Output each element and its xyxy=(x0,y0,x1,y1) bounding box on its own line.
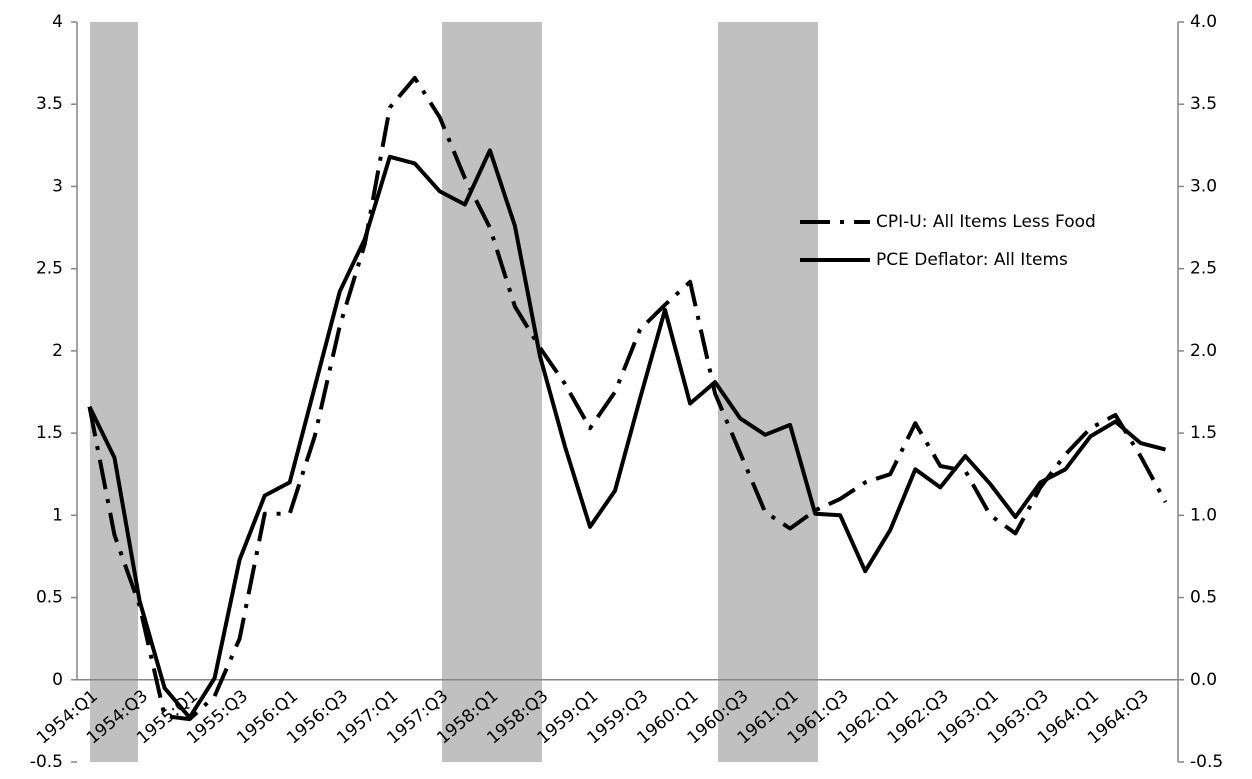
recession-band xyxy=(718,22,818,762)
y2-tick-label: -0.5 xyxy=(1190,752,1223,772)
y2-tick-label: 0.0 xyxy=(1190,670,1217,690)
recession-shading xyxy=(90,22,818,762)
y-tick-label: 0.5 xyxy=(36,588,63,608)
y2-tick-label: 2.5 xyxy=(1190,259,1217,279)
y-tick-label: 2.5 xyxy=(36,259,63,279)
y2-tick-label: 4.0 xyxy=(1190,12,1217,32)
y2-tick-label: 1.5 xyxy=(1190,423,1217,443)
y2-tick-label: 0.5 xyxy=(1190,588,1217,608)
legend-label: CPI-U: All Items Less Food xyxy=(876,212,1096,232)
y-tick-label: 4 xyxy=(52,12,63,32)
y-tick-label: 2 xyxy=(52,341,63,361)
y2-tick-label: 3.5 xyxy=(1190,94,1217,114)
series-line xyxy=(87,75,1168,722)
recession-band xyxy=(442,22,542,762)
legend-label: PCE Deflator: All Items xyxy=(876,250,1068,270)
y-tick-label: 3 xyxy=(52,176,63,196)
y2-tick-label: 2.0 xyxy=(1190,341,1217,361)
y-tick-label: -0.5 xyxy=(30,752,63,772)
y-tick-label: 3.5 xyxy=(36,94,63,114)
y-tick-label: 1.5 xyxy=(36,423,63,443)
y-tick-label: 0 xyxy=(52,670,63,690)
series-line xyxy=(87,148,1167,720)
y2-tick-label: 1.0 xyxy=(1190,505,1217,525)
y2-tick-label: 3.0 xyxy=(1190,176,1217,196)
recession-band xyxy=(90,22,138,762)
y-tick-label: 1 xyxy=(52,505,63,525)
